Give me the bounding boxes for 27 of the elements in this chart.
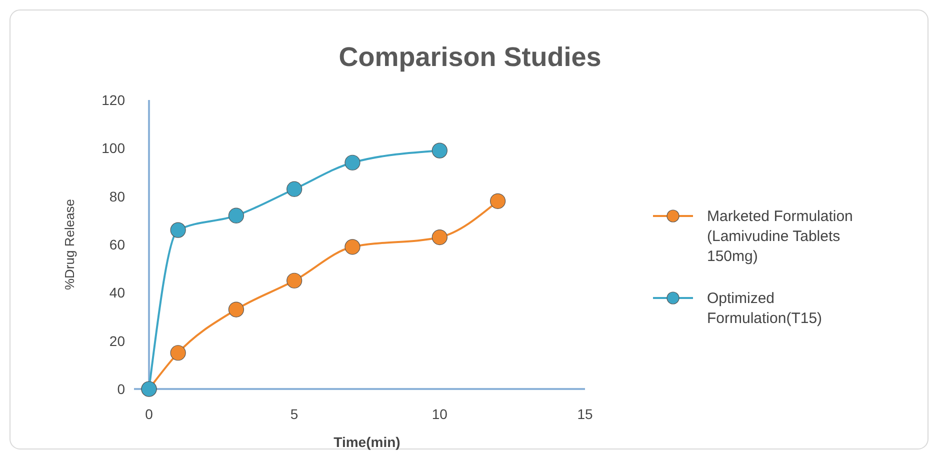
legend-label: Marketed Formulation (Lamivudine Tablets 150mg) <box>707 208 853 265</box>
y-tick-label: 60 <box>109 236 126 252</box>
y-tick-label: 100 <box>102 140 126 156</box>
legend-label: Optimized Formulation(T15) <box>707 290 822 327</box>
point <box>170 222 186 238</box>
x-tick-label: 5 <box>290 406 298 422</box>
y-tick-label: 40 <box>109 284 126 301</box>
point <box>170 345 186 361</box>
x-tick-label: 10 <box>432 406 448 422</box>
point <box>228 302 244 318</box>
point <box>286 181 302 197</box>
x-axis-title: Time(min) <box>334 434 400 450</box>
y-tick-label: 0 <box>117 381 126 397</box>
point <box>286 272 302 288</box>
x-tick-label: 0 <box>145 406 154 422</box>
point <box>344 239 360 255</box>
point <box>228 208 244 224</box>
x-tick-label: 15 <box>577 406 593 422</box>
y-axis-title: %Drug Release <box>62 198 77 290</box>
y-tick-label: 20 <box>109 332 126 349</box>
point <box>432 229 448 246</box>
point <box>432 142 448 158</box>
chart-title: Comparison Studies <box>338 42 602 72</box>
y-tick-label: 80 <box>109 188 126 204</box>
point <box>344 154 360 170</box>
y-tick-label: 120 <box>102 92 126 108</box>
point <box>490 193 506 209</box>
